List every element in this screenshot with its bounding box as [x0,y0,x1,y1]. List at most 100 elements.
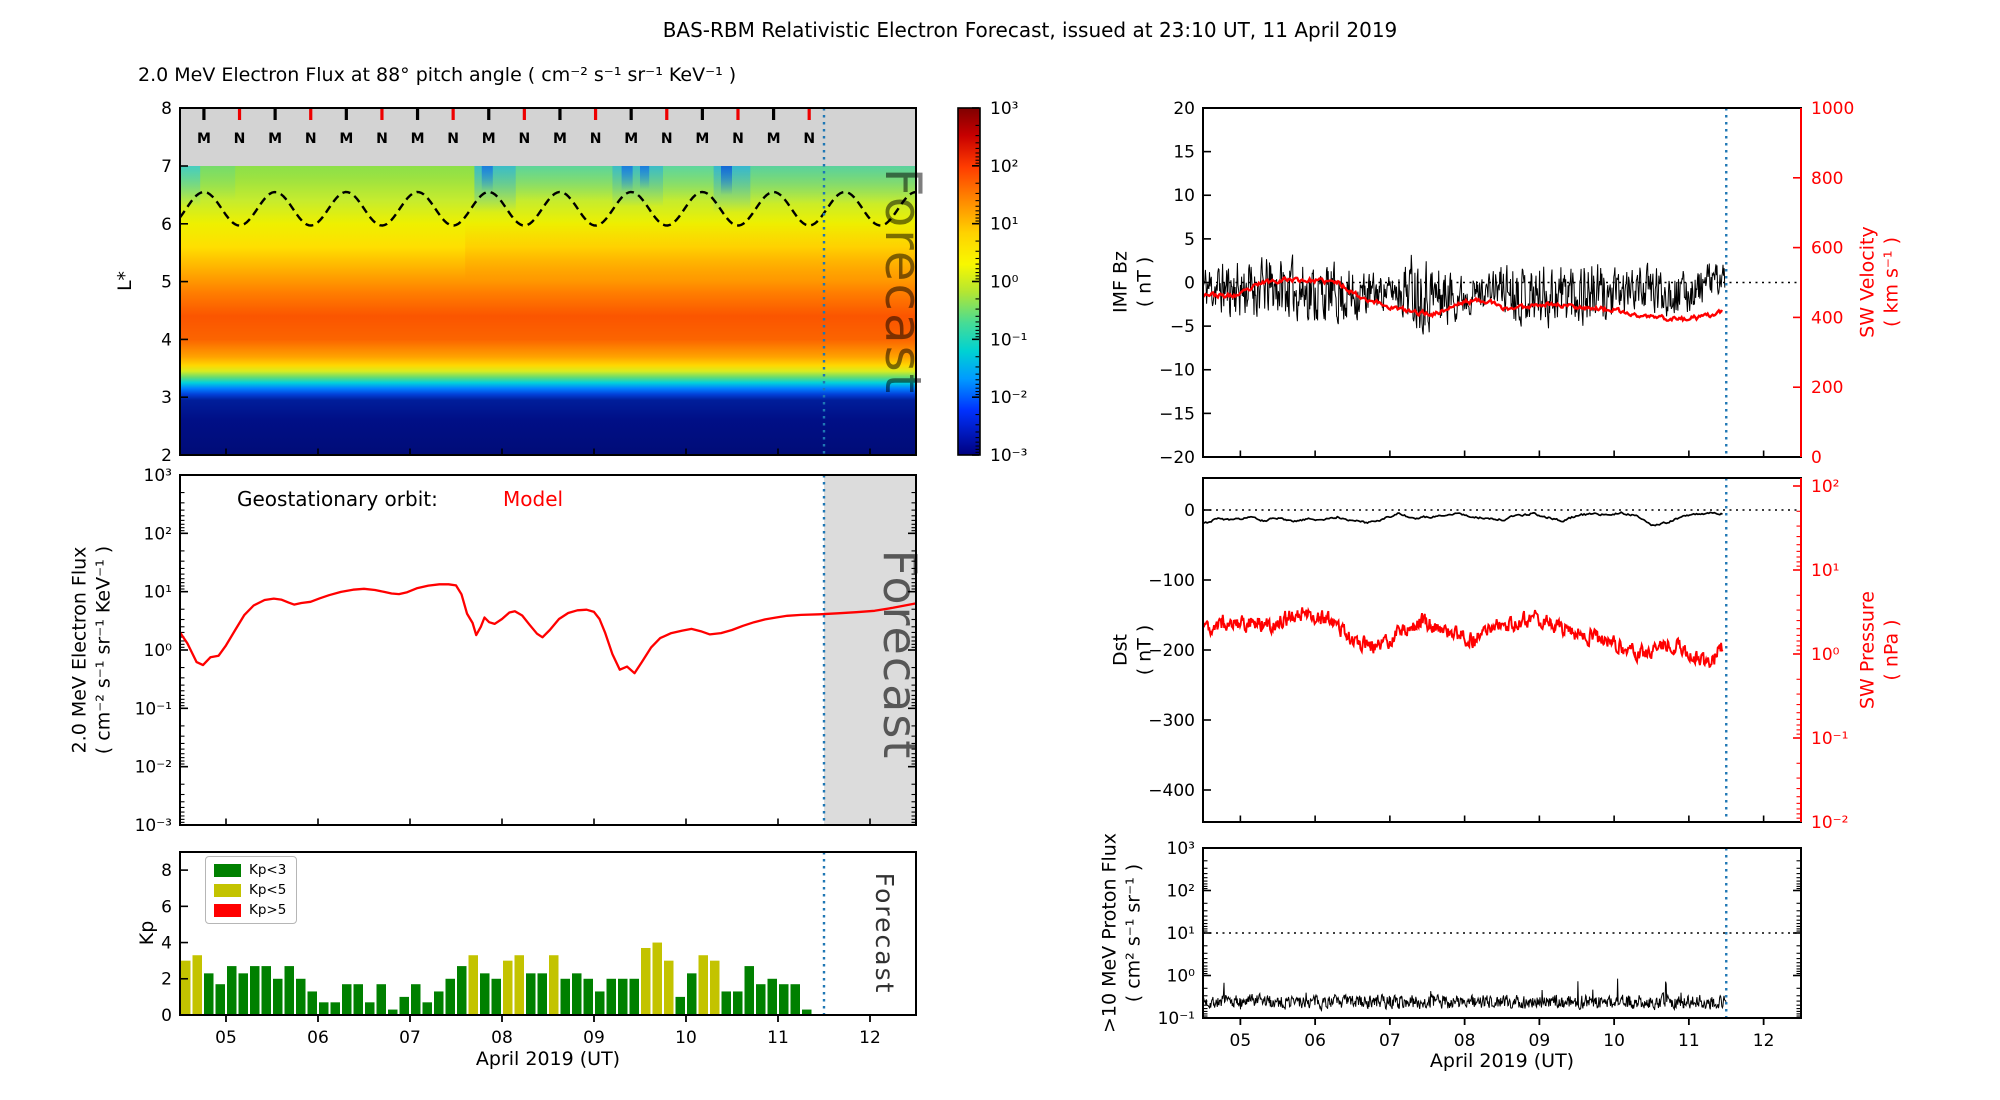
kp-bar [664,960,674,1015]
svg-text:10⁻¹: 10⁻¹ [1811,729,1848,749]
svg-text:−200: −200 [1148,641,1195,661]
kp-bar [376,984,386,1015]
kp-bar [652,942,662,1015]
svg-text:10²: 10² [1167,881,1195,901]
svg-text:12: 12 [1753,1031,1775,1051]
proton-flux-ylabel: >10 MeV Proton Flux ( cm² s⁻¹ sr⁻¹ ) [1098,832,1144,1034]
kp-bar [181,960,191,1015]
right-xaxis-label: April 2019 (UT) [1429,1050,1575,1072]
sw-velocity-line [1202,275,1723,323]
kp-bar [583,978,593,1015]
sw-velocity-ylabel: SW Velocity ( km s⁻¹ ) [1856,226,1902,338]
kp-bar [514,955,524,1015]
kp-bar [319,1002,329,1015]
svg-text:−400: −400 [1148,781,1195,801]
svg-text:08: 08 [491,1028,513,1048]
svg-text:6: 6 [161,897,172,917]
forecast-watermark: Forecast [873,550,927,761]
kp-bar [767,978,777,1015]
kp-bar [618,978,628,1015]
svg-text:05: 05 [215,1028,237,1048]
midnight-marker: M [767,131,781,147]
kp-bar [457,966,467,1015]
svg-text:10³: 10³ [990,99,1018,119]
kp-ylabel: Kp [136,920,159,946]
kp-bar [238,973,248,1015]
forecast-watermark: Forecast [870,873,899,995]
svg-text:2: 2 [161,970,172,990]
svg-text:10⁻²: 10⁻² [1811,813,1848,833]
model-flux-line [179,583,917,675]
geo-flux-ylabel: 2.0 MeV Electron Flux ( cm⁻² s⁻¹ sr⁻¹ Ke… [68,545,114,755]
kp-bar [261,966,271,1015]
kp-bar [353,984,363,1015]
svg-text:10⁰: 10⁰ [1167,966,1196,986]
svg-text:15: 15 [1173,143,1195,163]
heatmap-ylabel: L* [114,270,137,292]
midnight-marker: M [411,131,425,147]
kp-bar [779,984,789,1015]
kp-bar [445,978,455,1015]
kp-bar [192,955,202,1015]
svg-text:400: 400 [1811,308,1843,328]
svg-text:10⁰: 10⁰ [1811,645,1840,665]
midnight-marker: M [553,131,567,147]
midnight-marker: M [482,131,496,147]
kp-bar [549,955,559,1015]
kp-bar [273,978,283,1015]
svg-text:−100: −100 [1148,571,1195,591]
proton-flux-panel: 10³ 10² 10¹ 10⁰ 10⁻¹ 05 06 07 08 09 10 11 12 [1158,839,1802,1051]
kp-bar [307,991,317,1015]
noon-marker: N [732,131,744,147]
kp-bar [434,991,444,1015]
svg-text:−300: −300 [1148,711,1195,731]
svg-text:10⁻¹: 10⁻¹ [135,699,172,719]
svg-text:12: 12 [859,1028,881,1048]
svg-text:−20: −20 [1159,448,1195,468]
kp-bar [296,978,306,1015]
svg-text:10¹: 10¹ [144,583,172,603]
dst-ylabel: Dst ( nT ) [1109,624,1155,676]
svg-text:10¹: 10¹ [1811,561,1839,581]
kp-bar [629,978,639,1015]
kp-bar [526,973,536,1015]
kp-legend-swatch [214,903,241,917]
svg-text:06: 06 [1304,1031,1326,1051]
svg-text:07: 07 [1379,1031,1401,1051]
svg-text:−5: −5 [1170,317,1195,337]
svg-text:2: 2 [161,446,172,466]
svg-text:0: 0 [1184,501,1195,521]
kp-bar [330,1002,340,1015]
kp-bar [411,984,421,1015]
geo-electron-flux-panel: Forecast 10³ 10² 10¹ 10⁰ 10⁻¹ 10⁻² 10⁻³ [135,466,927,836]
svg-text:10⁰: 10⁰ [990,272,1019,292]
kp-bar [744,966,754,1015]
svg-text:09: 09 [1529,1031,1551,1051]
forecast-watermark: Forecast [874,168,932,396]
kp-legend-swatch [214,863,241,877]
kp-bar [710,960,720,1015]
noon-marker: N [234,131,246,147]
svg-text:10³: 10³ [144,466,172,486]
svg-text:7: 7 [161,157,172,177]
kp-legend-item: Kp>5 [214,902,286,918]
imf-bz-ylabel: IMF Bz ( nT ) [1109,251,1155,313]
svg-text:6: 6 [161,215,172,235]
svg-text:10¹: 10¹ [1167,924,1195,944]
kp-legend-item: Kp<5 [214,882,286,898]
electron-flux-heatmap: Forecast M N M N M N M N M N M N M N M N M N 8 7 6 5 4 3 2 [161,99,932,466]
imf-bz-line [1202,254,1726,335]
kp-bar [491,978,501,1015]
kp-bar [790,984,800,1015]
kp-bar [733,991,743,1015]
noon-marker: N [803,131,815,147]
svg-text:11: 11 [767,1028,789,1048]
svg-text:−10: −10 [1159,361,1195,381]
kp-bar [802,1009,812,1015]
kp-legend-swatch [214,883,241,897]
flux-colorbar: 10³ 10² 10¹ 10⁰ 10⁻¹ 10⁻² 10⁻³ [957,99,1027,466]
svg-text:1000: 1000 [1811,99,1854,119]
kp-bar [399,996,409,1015]
svg-text:10²: 10² [1811,477,1839,497]
